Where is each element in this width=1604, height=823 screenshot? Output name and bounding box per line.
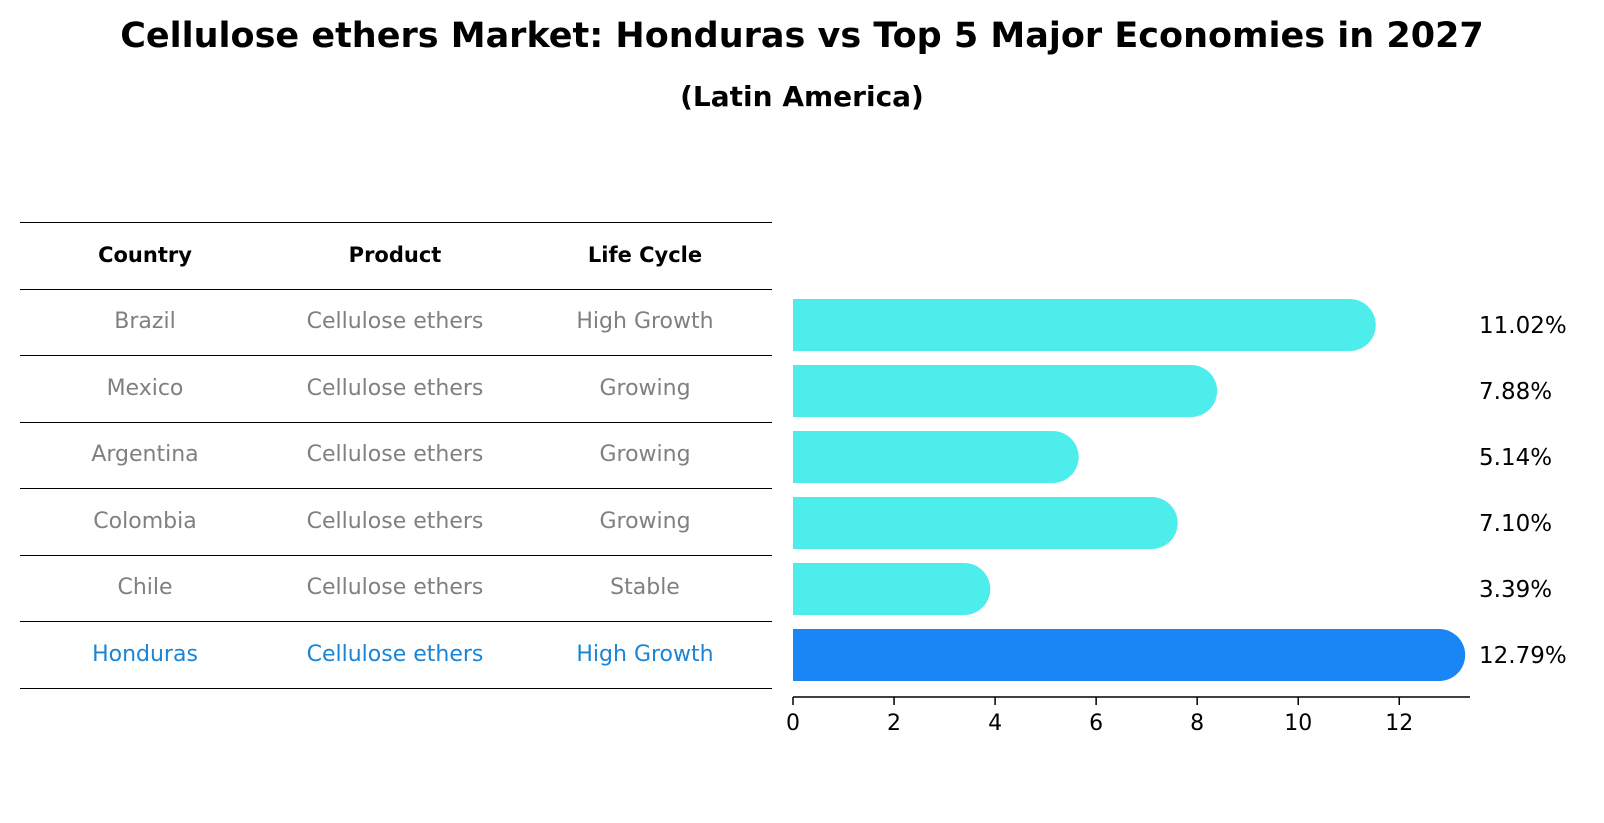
table-rule: [20, 687, 772, 689]
x-tick-label: 0: [786, 711, 800, 736]
table-rule: [20, 355, 772, 356]
bar-value-label: 11.02%: [1479, 313, 1567, 339]
table-rule: [20, 554, 772, 556]
bar: [793, 365, 1218, 417]
cell-life-cycle: Growing: [599, 442, 691, 468]
cell-life-cycle: High Growth: [576, 309, 714, 335]
table-rule: [20, 621, 772, 622]
table-row: Chile Cellulose ethers Stable: [20, 555, 772, 622]
table-row: Mexico Cellulose ethers Growing: [20, 355, 772, 422]
cell-country: Brazil: [114, 309, 176, 335]
table-rule: [20, 222, 772, 223]
header-product: Product: [348, 243, 442, 268]
cell-life-cycle: Stable: [610, 575, 680, 601]
chart-subtitle: (Latin America): [680, 80, 924, 113]
cell-product: Cellulose ethers: [306, 442, 484, 468]
header-life-cycle: Life Cycle: [587, 243, 703, 268]
x-tick-label: 10: [1284, 711, 1312, 736]
bar: [793, 563, 991, 615]
x-tick-label: 8: [1190, 711, 1204, 736]
cell-product: Cellulose ethers: [306, 375, 484, 401]
table-row: Brazil Cellulose ethers High Growth: [20, 289, 772, 356]
table-rule: [20, 421, 772, 423]
x-tick-label: 6: [1089, 711, 1103, 736]
table-row: Argentina Cellulose ethers Growing: [20, 422, 772, 489]
cell-life-cycle: Growing: [599, 508, 691, 534]
x-tick-label: 4: [988, 711, 1002, 736]
cell-country: Honduras: [92, 641, 198, 667]
table-row: Colombia Cellulose ethers Growing: [20, 488, 772, 555]
cell-product: Cellulose ethers: [306, 641, 484, 667]
cell-product: Cellulose ethers: [306, 575, 484, 601]
chart-title: Cellulose ethers Market: Honduras vs Top…: [120, 16, 1484, 56]
table-header-row: Country Product Life Cycle: [20, 222, 772, 289]
bar-value-label: 7.88%: [1479, 379, 1552, 405]
cell-country: Chile: [117, 575, 173, 601]
bar: [793, 299, 1376, 351]
cell-country: Argentina: [91, 442, 199, 468]
x-tick-label: 12: [1385, 711, 1413, 736]
data-table: Country Product Life Cycle Brazil Cellul…: [20, 222, 772, 689]
table-row-highlighted: Honduras Cellulose ethers High Growth: [20, 621, 772, 688]
bar-highlighted: [793, 629, 1466, 681]
x-tick-label: 2: [887, 711, 901, 736]
table-rule: [20, 488, 772, 489]
bar-value-label: 5.14%: [1479, 445, 1552, 471]
cell-life-cycle: Growing: [599, 375, 691, 401]
header-country: Country: [98, 243, 192, 268]
bar: [793, 431, 1079, 483]
table-rule: [20, 288, 772, 290]
bar-value-label: 12.79%: [1479, 643, 1567, 669]
cell-country: Colombia: [93, 508, 197, 534]
bar-value-label: 3.39%: [1479, 577, 1552, 603]
cell-life-cycle: High Growth: [576, 641, 714, 667]
cell-product: Cellulose ethers: [306, 508, 484, 534]
cell-product: Cellulose ethers: [306, 309, 484, 335]
bar-value-label: 7.10%: [1479, 511, 1552, 537]
bar: [793, 497, 1178, 549]
cell-country: Mexico: [106, 375, 184, 401]
